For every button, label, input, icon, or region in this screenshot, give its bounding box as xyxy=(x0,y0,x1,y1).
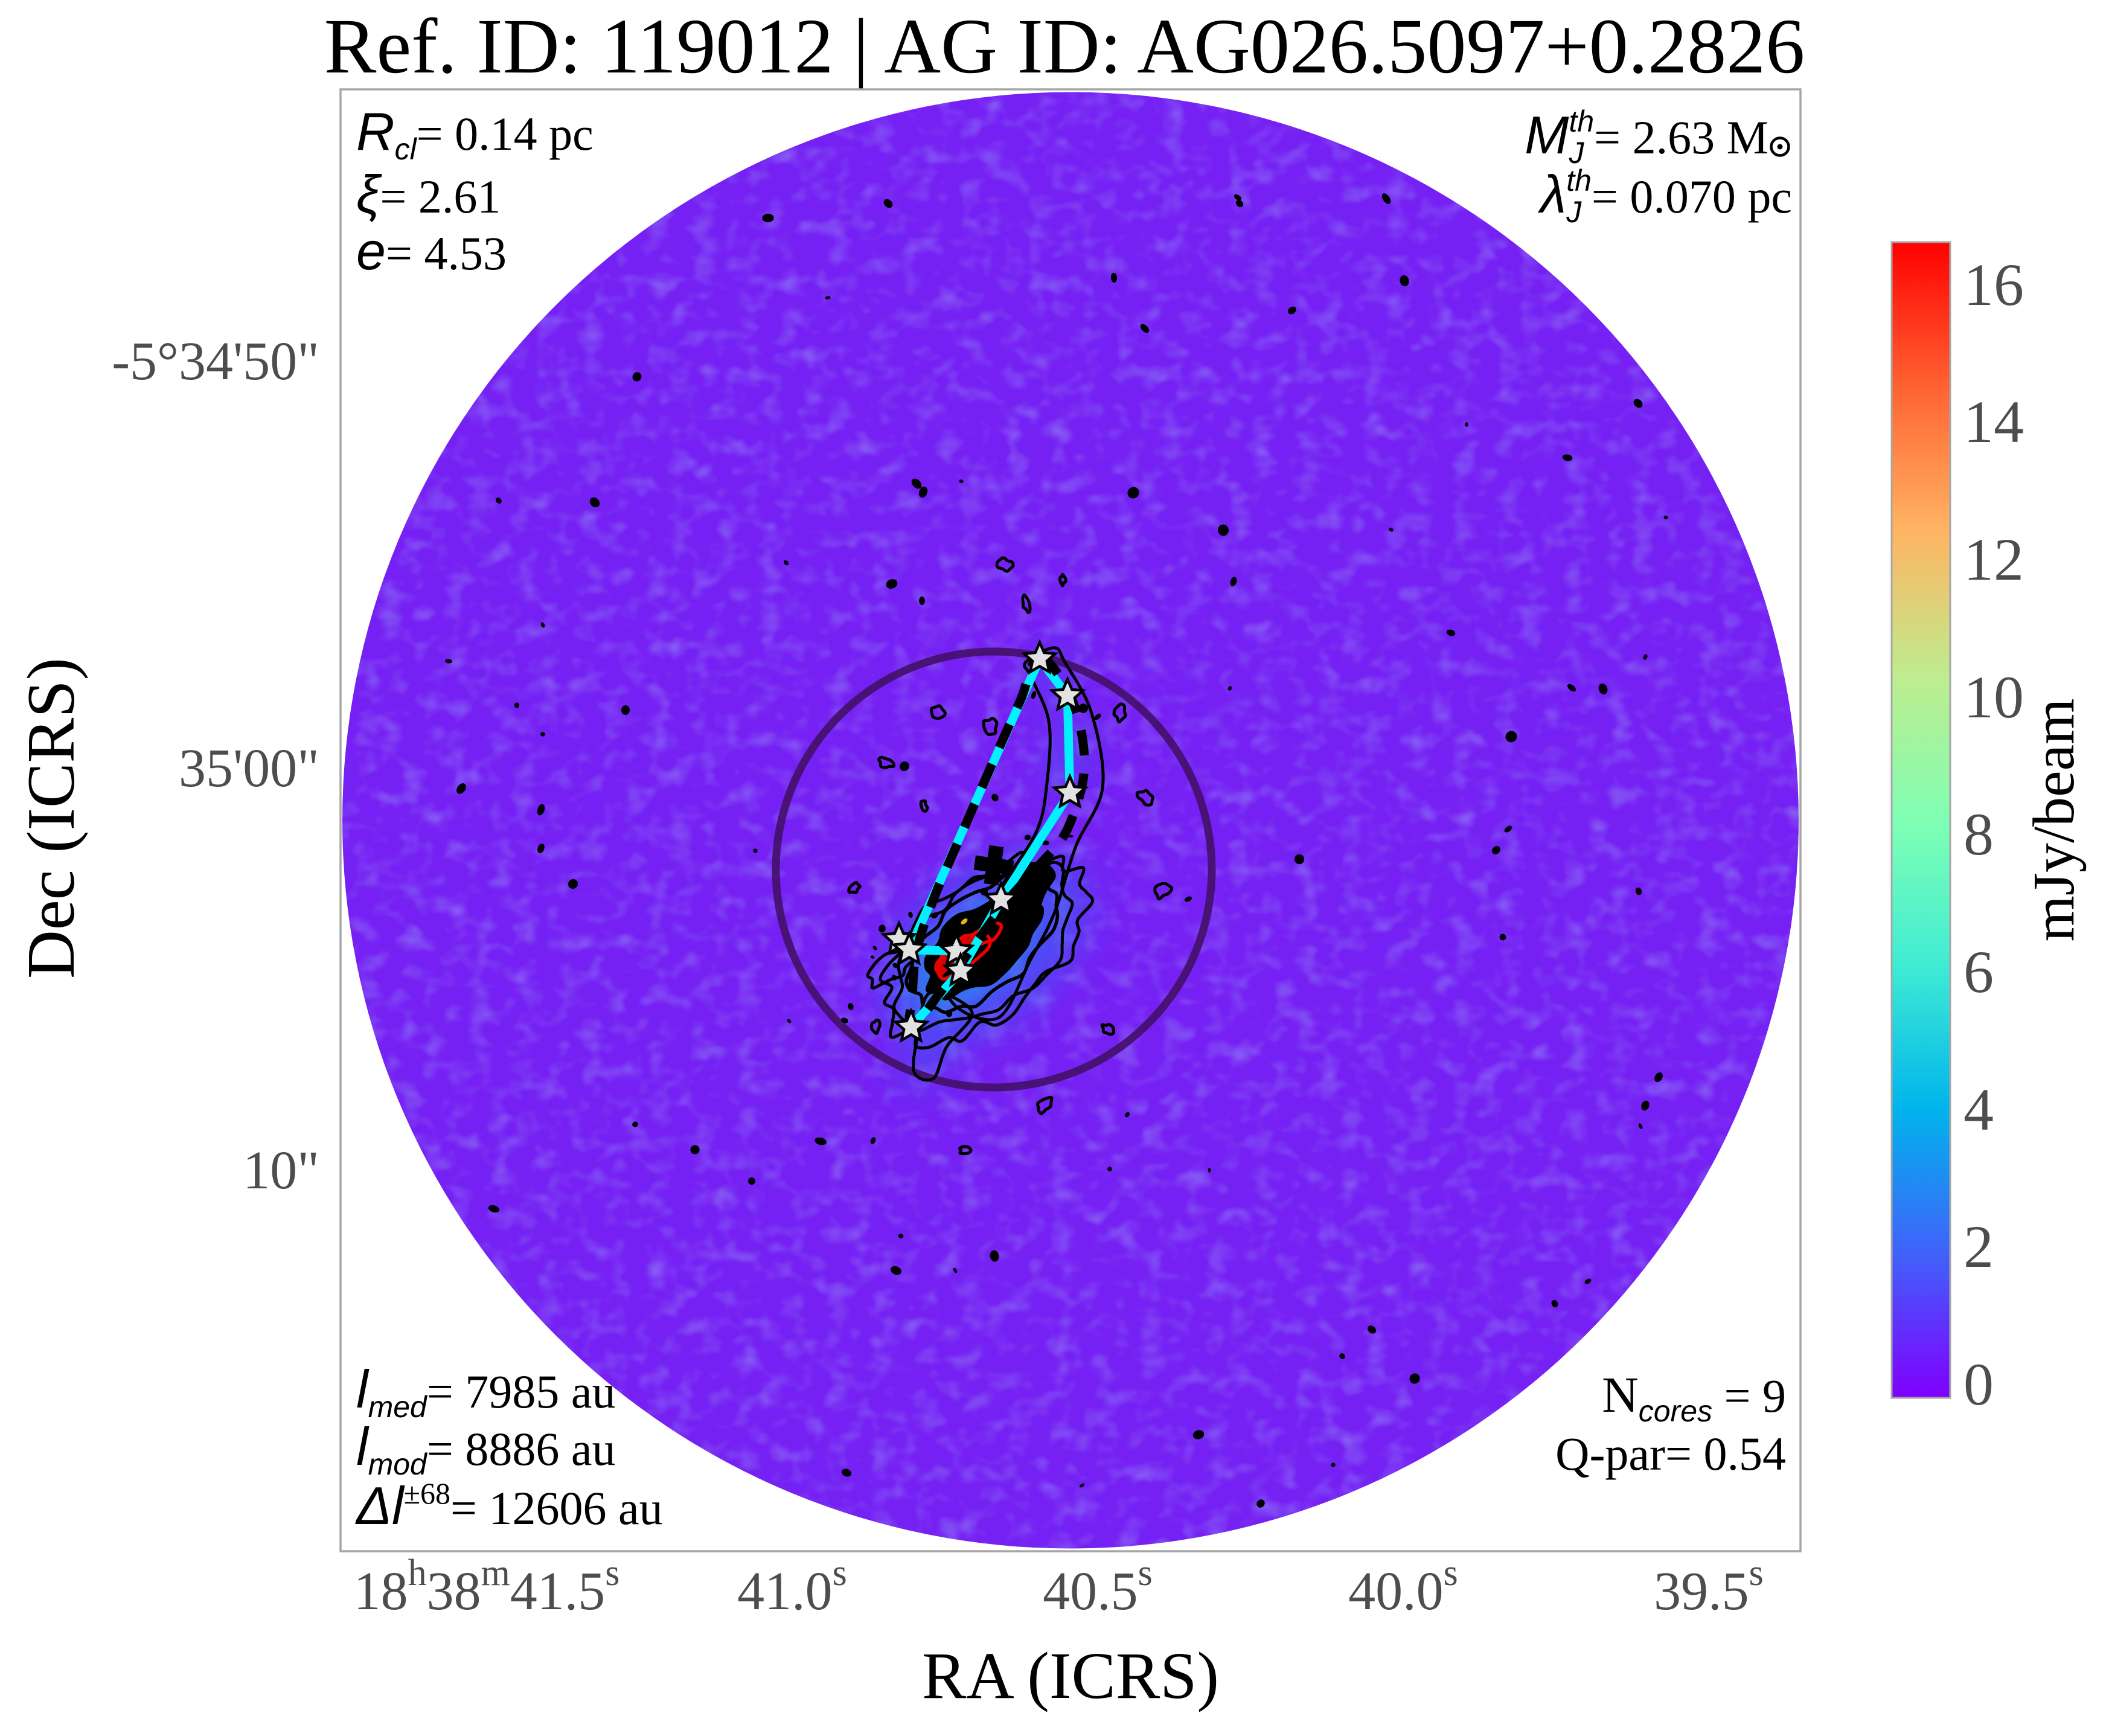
svg-text:41.0s: 41.0s xyxy=(737,1552,847,1621)
svg-text:16: 16 xyxy=(1963,251,2024,318)
svg-text:Ref. ID: 119012 | AG ID: AG026: Ref. ID: 119012 | AG ID: AG026.5097+0.28… xyxy=(324,3,1805,90)
svg-text:39.5s: 39.5s xyxy=(1654,1552,1764,1621)
svg-text:Δl±68= 12606 au: Δl±68= 12606 au xyxy=(355,1476,663,1536)
svg-text:14: 14 xyxy=(1963,388,2024,455)
svg-text:4: 4 xyxy=(1963,1076,1994,1143)
svg-text:ξ= 2.61: ξ= 2.61 xyxy=(356,164,501,224)
svg-text:λJth= 0.070 pc: λJth= 0.070 pc xyxy=(1538,164,1792,229)
svg-text:Rcl= 0.14 pc: Rcl= 0.14 pc xyxy=(356,101,594,166)
svg-text:lmod= 8886 au: lmod= 8886 au xyxy=(356,1417,615,1481)
svg-text:Ncores = 9: Ncores = 9 xyxy=(1602,1367,1786,1428)
svg-text:MJth= 2.63 M: MJth= 2.63 M xyxy=(1525,104,1768,170)
svg-text:10": 10" xyxy=(243,1141,319,1200)
svg-text:Q-par= 0.54: Q-par= 0.54 xyxy=(1555,1427,1786,1480)
svg-text:6: 6 xyxy=(1963,938,1994,1005)
svg-text:e= 4.53: e= 4.53 xyxy=(356,221,507,281)
svg-text:12: 12 xyxy=(1963,526,2024,593)
svg-text:40.0s: 40.0s xyxy=(1348,1552,1458,1621)
svg-text:35'00": 35'00" xyxy=(179,738,319,798)
svg-text:-5°34'50": -5°34'50" xyxy=(112,332,319,391)
svg-text:2: 2 xyxy=(1963,1213,1994,1280)
svg-text:Dec (ICRS): Dec (ICRS) xyxy=(14,658,89,979)
svg-text:lmed= 7985 au: lmed= 7985 au xyxy=(356,1359,615,1424)
svg-text:10: 10 xyxy=(1963,664,2024,731)
svg-text:8: 8 xyxy=(1963,801,1994,868)
svg-text:40.5s: 40.5s xyxy=(1043,1552,1153,1621)
svg-text:mJy/beam: mJy/beam xyxy=(2021,699,2087,942)
svg-text:RA (ICRS): RA (ICRS) xyxy=(922,1639,1219,1712)
svg-text:0: 0 xyxy=(1963,1351,1994,1418)
